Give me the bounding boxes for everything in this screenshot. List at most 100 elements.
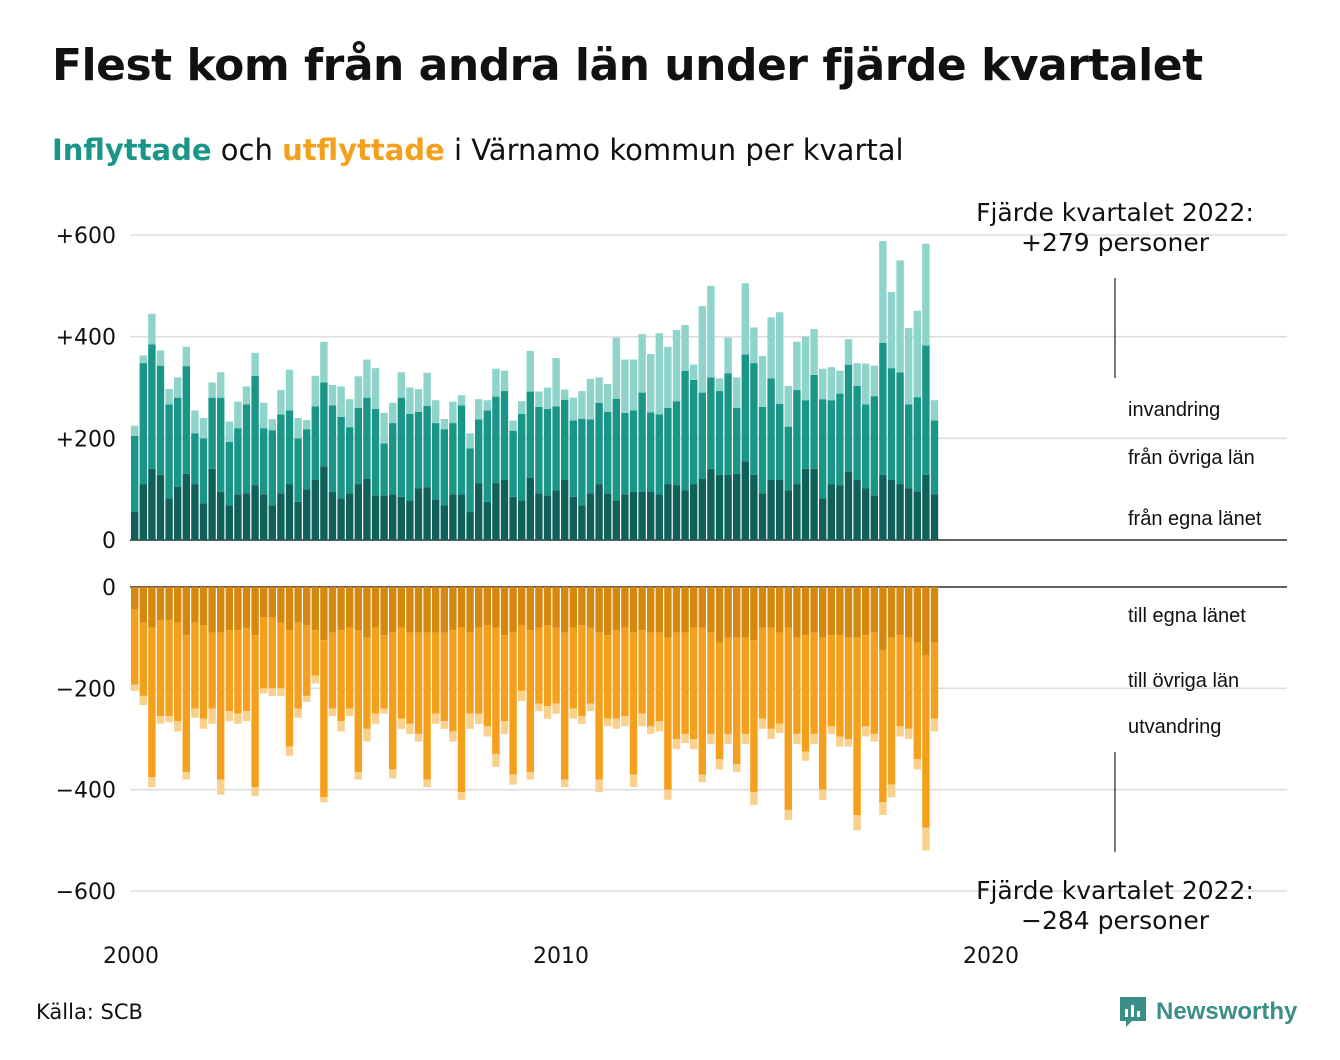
inflow-other-counties-bar (208, 397, 216, 469)
outflow-own-county-bar (225, 587, 233, 631)
inflow-own-county-bar (913, 491, 921, 540)
inflow-own-county-bar (595, 484, 603, 540)
inflow-other-counties-bar (664, 407, 672, 485)
inflow-other-counties-bar (397, 397, 405, 497)
outflow-own-county-bar (793, 587, 801, 638)
annotation-bottom-line2: −284 personer (1021, 906, 1210, 935)
annotation-top-line1: Fjärde kvartalet 2022: (976, 198, 1254, 227)
inflow-immigration-bar (844, 339, 853, 365)
subtitle-and-word: och (220, 133, 273, 167)
outflow-emigration-bar (604, 718, 612, 727)
inflow-own-county-bar (389, 494, 397, 540)
outflow-emigration-bar (199, 718, 208, 729)
outflow-emigration-bar (733, 764, 741, 772)
outflow-other-counties-bar (887, 637, 896, 785)
outflow-emigration-bar (294, 708, 302, 718)
inflow-immigration-bar (303, 420, 311, 430)
inflow-own-county-bar (148, 468, 156, 540)
outflow-own-county-bar (440, 587, 448, 633)
outflow-other-counties-bar (561, 632, 569, 780)
inflow-own-county-bar (930, 494, 939, 540)
inflow-own-county-bar (870, 495, 878, 540)
inflow-own-county-bar (328, 491, 337, 540)
inflow-other-counties-bar (629, 410, 638, 492)
inflow-own-county-bar (483, 501, 491, 540)
inflow-immigration-bar (294, 418, 302, 439)
inflow-other-counties-bar (707, 377, 715, 469)
inflow-own-county-bar (191, 484, 199, 540)
outflow-other-counties-bar (363, 637, 371, 729)
outflow-own-county-bar (260, 587, 268, 618)
inflow-immigration-bar (234, 401, 242, 429)
outflow-own-county-bar (655, 587, 663, 633)
outflow-other-counties-bar (827, 635, 835, 727)
outflow-other-counties-bar (750, 640, 758, 793)
inflow-other-counties-bar (612, 398, 620, 501)
outflow-own-county-bar (664, 587, 672, 638)
inflow-own-county-bar (905, 488, 913, 540)
inflow-other-counties-bar (234, 428, 242, 495)
outflow-own-county-bar (612, 587, 620, 631)
inflow-immigration-bar (457, 395, 466, 406)
outflow-emigration-bar (569, 708, 577, 719)
inflow-other-counties-bar (758, 406, 767, 494)
inflow-own-county-bar (242, 493, 251, 540)
inflow-other-counties-bar (483, 410, 491, 502)
outflow-emigration-bar (483, 726, 491, 737)
inflow-own-county-bar (217, 491, 225, 540)
inflow-other-counties-bar (698, 392, 706, 479)
inflow-own-county-bar (311, 480, 319, 540)
inflow-other-counties-bar (139, 363, 147, 485)
outflow-own-county-bar (148, 587, 156, 628)
outflow-own-county-bar (199, 587, 208, 625)
inflow-other-counties-bar (260, 428, 268, 495)
outflow-other-counties-bar (475, 627, 483, 714)
outflow-other-counties-bar (681, 632, 689, 734)
inflow-own-county-bar (251, 485, 259, 540)
outflow-other-counties-bar (784, 627, 792, 810)
outflow-emigration-bar (827, 726, 835, 734)
inflow-other-counties-bar (569, 420, 577, 497)
outflow-emigration-bar (741, 733, 749, 745)
inflow-own-county-bar (371, 495, 380, 540)
outflow-other-counties-bar (225, 630, 233, 712)
inflow-other-counties-bar (844, 364, 853, 472)
outflow-other-counties-bar (449, 630, 457, 732)
inflow-immigration-bar (681, 324, 689, 371)
outflow-emigration-bar (819, 789, 827, 800)
inflow-immigration-bar (311, 375, 319, 407)
inflow-immigration-bar (509, 420, 517, 431)
inflow-own-county-bar (475, 483, 483, 540)
outflow-own-county-bar (870, 587, 878, 633)
outflow-own-county-bar (638, 587, 646, 631)
inflow-own-county-bar (174, 486, 182, 540)
outflow-other-counties-bar (801, 635, 810, 752)
inflow-bars (131, 241, 939, 540)
inflow-immigration-bar (483, 400, 491, 411)
outflow-own-county-bar (543, 587, 552, 625)
outflow-emigration-bar (406, 723, 414, 734)
inflow-own-county-bar (414, 488, 423, 540)
outflow-emigration-bar (655, 721, 663, 732)
outflow-own-county-bar (647, 587, 655, 633)
inflow-immigration-bar (621, 359, 629, 413)
outflow-other-counties-bar (664, 637, 672, 790)
inflow-own-county-bar (604, 493, 612, 540)
inflow-immigration-bar (733, 377, 741, 408)
inflow-other-counties-bar (690, 379, 698, 485)
outflow-other-counties-bar (260, 617, 268, 689)
outflow-other-counties-bar (242, 627, 251, 712)
inflow-other-counties-bar (526, 391, 534, 478)
outflow-emigration-bar (156, 716, 165, 724)
inflow-other-counties-bar (389, 423, 397, 495)
inflow-other-counties-bar (681, 370, 689, 491)
newsworthy-logo-icon (1120, 997, 1146, 1027)
outflow-other-counties-bar (758, 627, 767, 719)
inflow-own-county-bar (844, 471, 853, 540)
outflow-own-county-bar (586, 587, 595, 628)
chart-subtitle: Inflyttade och utflyttade i Värnamo komm… (52, 133, 904, 167)
annotations: Fjärde kvartalet 2022: +279 personer Fjä… (976, 198, 1254, 935)
outflow-other-counties-bar (638, 630, 646, 714)
inflow-immigration-bar (905, 328, 913, 405)
inflow-immigration-bar (801, 336, 810, 401)
